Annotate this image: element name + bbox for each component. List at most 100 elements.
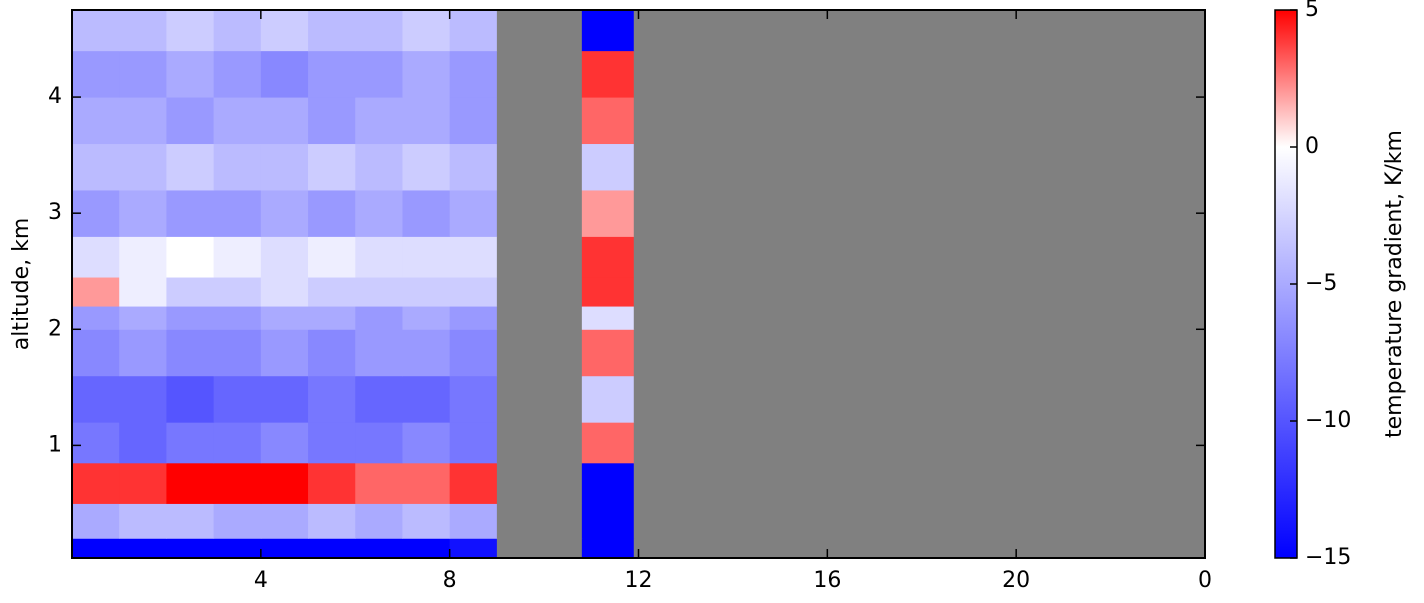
heatmap-cell — [308, 462, 356, 504]
heatmap-cell — [119, 50, 167, 98]
heatmap-cell — [402, 462, 451, 504]
colorbar-tick-label: 0 — [1305, 134, 1319, 159]
heatmap-cell — [260, 422, 309, 464]
heatmap-cell — [213, 236, 262, 278]
x-tick-label: 12 — [625, 568, 653, 593]
heatmap-cell — [581, 189, 635, 237]
heatmap-cell — [213, 306, 262, 330]
heatmap-cell — [402, 503, 451, 539]
heatmap-cell — [119, 375, 167, 423]
heatmap-cell — [581, 422, 635, 464]
heatmap-cell — [402, 97, 451, 145]
heatmap-cell — [355, 329, 403, 377]
heatmap-cell — [633, 277, 1206, 307]
heatmap-cell — [213, 10, 262, 52]
heatmap-cell — [355, 462, 403, 504]
heatmap-cell — [72, 10, 120, 52]
heatmap-cell — [260, 97, 309, 145]
heatmap-cell — [260, 143, 309, 191]
heatmap-cell — [166, 277, 215, 307]
heatmap-cell — [496, 189, 583, 237]
heatmap-cell — [166, 375, 215, 423]
heatmap-cell — [581, 236, 635, 278]
heatmap-cell — [166, 97, 215, 145]
heatmap-cell — [496, 143, 583, 191]
heatmap-cell — [496, 50, 583, 98]
heatmap-cell — [308, 277, 356, 307]
heatmap-cell — [581, 143, 635, 191]
heatmap-cell — [355, 50, 403, 98]
heatmap-cell — [119, 462, 167, 504]
heatmap-cell — [355, 375, 403, 423]
heatmap-cell — [449, 538, 498, 559]
heatmap-cell — [119, 538, 167, 559]
heatmap-cell — [449, 306, 498, 330]
heatmap-cell — [308, 503, 356, 539]
x-tick-label: 0 — [1198, 568, 1212, 593]
heatmap-cell — [308, 50, 356, 98]
heatmap-cell — [496, 503, 583, 539]
heatmap-cell — [581, 503, 635, 539]
heatmap-cell — [166, 329, 215, 377]
heatmap-cell — [633, 422, 1206, 464]
heatmap-cell — [308, 422, 356, 464]
heatmap-cell — [308, 10, 356, 52]
heatmap-cell — [581, 50, 635, 98]
heatmap-cell — [449, 375, 498, 423]
heatmap-cell — [166, 143, 215, 191]
colorbar-tick-label: −5 — [1305, 271, 1337, 296]
heatmap-cell — [496, 306, 583, 330]
heatmap-cell — [260, 10, 309, 52]
heatmap-cell — [355, 277, 403, 307]
heatmap-cell — [449, 189, 498, 237]
heatmap-cell — [449, 97, 498, 145]
heatmap-cell — [166, 236, 215, 278]
heatmap-cell — [260, 503, 309, 539]
heatmap-cell — [72, 50, 120, 98]
heatmap-cell — [402, 375, 451, 423]
heatmap-cell — [633, 10, 1206, 52]
heatmap-cell — [72, 462, 120, 504]
heatmap-cell — [119, 503, 167, 539]
heatmap-cell — [119, 189, 167, 237]
heatmap-cell — [355, 236, 403, 278]
heatmap-cell — [308, 189, 356, 237]
heatmap-cell — [72, 503, 120, 539]
heatmap-cell — [402, 306, 451, 330]
heatmap-cell — [260, 375, 309, 423]
heatmap-cell — [119, 277, 167, 307]
heatmap-cell — [213, 189, 262, 237]
heatmap-cell — [449, 10, 498, 52]
heatmap-cell — [633, 97, 1206, 145]
heatmap-cell — [119, 236, 167, 278]
heatmap-cell — [308, 143, 356, 191]
heatmap-cell — [119, 329, 167, 377]
heatmap-cell — [402, 538, 451, 559]
heatmap-cell — [72, 329, 120, 377]
heatmap-cell — [72, 236, 120, 278]
heatmap-cell — [402, 277, 451, 307]
heatmap-cell — [496, 462, 583, 504]
heatmap-cell — [355, 422, 403, 464]
heatmap-cell — [633, 462, 1206, 504]
heatmap-cell — [308, 97, 356, 145]
heatmap-cell — [496, 538, 583, 559]
heatmap-cell — [72, 277, 120, 307]
x-tick-label: 4 — [254, 568, 268, 593]
heatmap-cell — [581, 462, 635, 504]
heatmap-cell — [355, 538, 403, 559]
heatmap-cell — [260, 462, 309, 504]
heatmap-cell — [449, 277, 498, 307]
y-tick-label: 1 — [48, 432, 62, 457]
heatmap-cell — [166, 306, 215, 330]
x-tick-label: 20 — [1002, 568, 1030, 593]
x-tick-label: 8 — [443, 568, 457, 593]
heatmap-cell — [166, 10, 215, 52]
heatmap-cell — [213, 329, 262, 377]
heatmap-cell — [166, 503, 215, 539]
y-tick-label: 4 — [48, 84, 62, 109]
heatmap-cell — [496, 97, 583, 145]
heatmap-cell — [402, 422, 451, 464]
heatmap-cell — [166, 462, 215, 504]
